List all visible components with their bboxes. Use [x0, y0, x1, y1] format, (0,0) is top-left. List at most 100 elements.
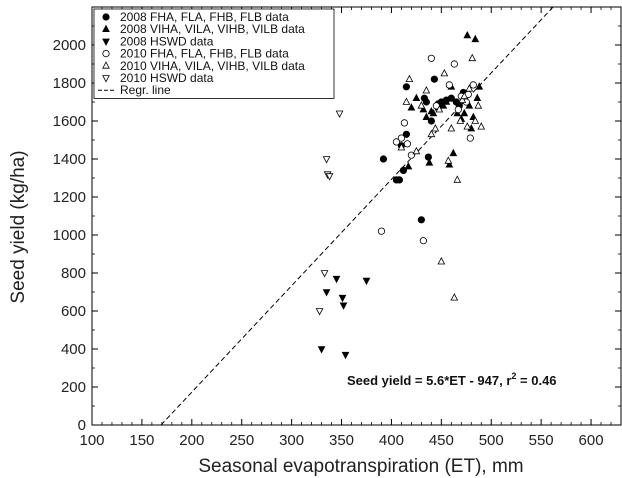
data-point	[473, 93, 482, 101]
data-point	[465, 84, 474, 92]
tick-labels: 100 150 200 250 300 350 400 450 500 550 600 0 200 400…	[53, 37, 604, 449]
data-point	[463, 122, 472, 130]
y-tick-label: 200	[61, 379, 86, 396]
data-point	[435, 105, 444, 113]
legend-marker	[102, 24, 110, 33]
data-point	[463, 30, 472, 39]
y-tick-label: 1400	[53, 151, 86, 168]
data-point	[456, 116, 465, 124]
data-point	[362, 277, 371, 286]
regression-equation-main: Seed yield = 5.6*ET - 947, r	[347, 373, 511, 388]
data-point	[445, 160, 454, 168]
data-point	[450, 293, 459, 301]
data-point	[402, 97, 411, 105]
legend-label: 2008 VIHA, VILA, VIHB, VILB data	[120, 22, 305, 36]
y-tick-label: 2000	[53, 37, 86, 54]
y-tick-label: 800	[61, 265, 86, 282]
data-point	[475, 82, 484, 90]
legend-marker	[102, 13, 110, 21]
legend-label: 2010 HSWD data	[120, 71, 214, 85]
data-point	[460, 108, 469, 117]
legend-label: 2010 VIHA, VILA, VIHB, VILB data	[120, 59, 305, 73]
data-point	[320, 270, 329, 278]
x-tick-label: 550	[529, 432, 554, 449]
legend-label: 2008 HSWD data	[120, 34, 214, 48]
x-tick-label: 300	[279, 432, 304, 449]
data-point	[469, 81, 477, 89]
regression-equation: Seed yield = 5.6*ET - 947, r2 = 0.46	[347, 371, 557, 388]
data-point	[474, 101, 483, 109]
y-tick-label: 400	[61, 341, 86, 358]
data-point	[477, 122, 486, 130]
regression-equation-tail: = 0.46	[516, 373, 556, 388]
series-2	[404, 30, 484, 170]
data-point	[458, 95, 467, 103]
plot-frame	[91, 6, 622, 426]
data-point	[392, 138, 401, 146]
data-point	[431, 124, 440, 132]
data-point	[471, 116, 480, 124]
data-point	[442, 97, 451, 105]
data-point	[447, 124, 456, 132]
x-axis-label: Seasonal evapotranspiration (ET), mm	[198, 456, 523, 477]
data-point	[402, 83, 411, 91]
x-tick-label: 600	[579, 432, 604, 449]
data-point	[424, 153, 432, 161]
data-point	[429, 108, 438, 117]
data-point	[422, 112, 431, 120]
data-point	[417, 216, 425, 224]
data-point	[417, 101, 426, 109]
data-point	[430, 75, 438, 83]
legend-marker	[102, 49, 110, 58]
data-point	[325, 173, 334, 181]
data-point	[445, 81, 453, 89]
data-point	[341, 351, 350, 360]
data-point	[379, 155, 388, 163]
data-point	[400, 119, 409, 127]
y-tick-label: 1000	[53, 227, 86, 244]
data-point	[322, 289, 331, 297]
legend-entry-regression: Regr. line	[98, 83, 171, 97]
legend-entry: 2008 VIHA, VILA, VIHB, VILB data	[102, 22, 305, 36]
data-point	[440, 68, 449, 77]
legend-entry: 2010 HSWD data	[102, 71, 214, 85]
data-point	[460, 91, 469, 100]
y-tick-label: 600	[61, 303, 86, 320]
data-point	[412, 146, 421, 155]
y-tick-label: 1200	[53, 189, 86, 206]
data-point	[422, 86, 431, 94]
data-point	[422, 98, 430, 106]
data-point	[395, 176, 404, 184]
legend-entry: 2010 VIHA, VILA, VIHB, VILB data	[102, 59, 305, 73]
legend-label: 2008 FHA, FLA, FHB, FLB data	[120, 10, 289, 24]
legend-entry: 2008 HSWD data	[102, 34, 214, 48]
data-point	[397, 134, 406, 142]
data-point	[402, 130, 411, 138]
data-point	[405, 74, 414, 82]
y-axis-label: Seed yield (kg/ha)	[8, 150, 29, 303]
data-point	[468, 53, 477, 62]
data-point	[419, 105, 428, 113]
data-point	[425, 158, 434, 166]
series-4	[377, 54, 477, 245]
regression-equation-sup: 2	[511, 371, 516, 381]
data-point	[444, 156, 453, 164]
x-tick-label: 100	[79, 432, 104, 449]
x-tick-label: 450	[429, 432, 454, 449]
data-point	[447, 94, 455, 102]
data-point	[397, 143, 406, 151]
data-point	[339, 302, 348, 310]
data-point	[335, 110, 344, 118]
legend-label: 2010 FHA, FLA, FHB, FLB data	[120, 47, 289, 61]
legend-marker	[102, 61, 110, 69]
data-point	[437, 257, 446, 265]
data-point	[377, 227, 386, 235]
x-tick-label: 500	[479, 432, 504, 449]
data-point	[322, 156, 331, 164]
x-tick-label: 250	[229, 432, 254, 449]
y-tick-label: 1600	[53, 113, 86, 130]
data-point	[439, 101, 448, 109]
